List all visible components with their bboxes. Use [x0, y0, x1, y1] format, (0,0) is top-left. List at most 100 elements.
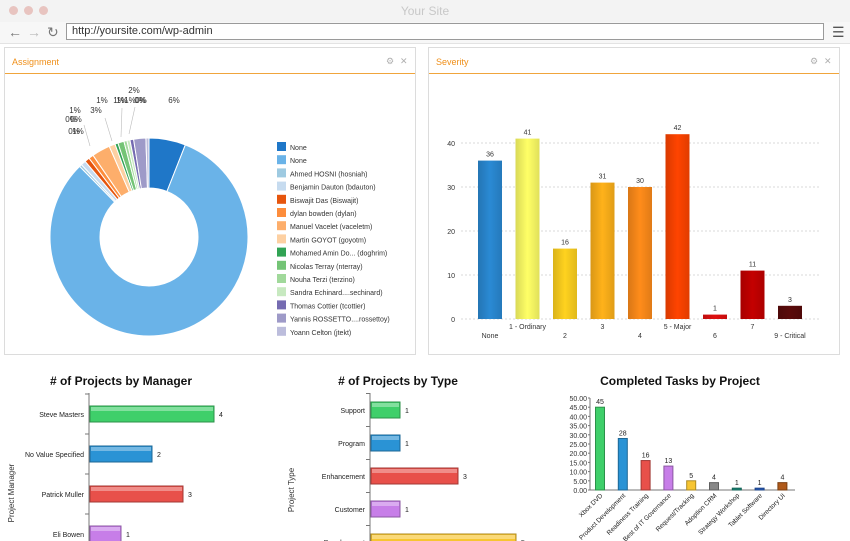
bar-value-label: 4	[219, 412, 223, 419]
minimize-window-button[interactable]	[24, 6, 33, 15]
close-icon[interactable]: ✕	[824, 56, 832, 66]
y-tick-label: 50.00	[569, 396, 587, 403]
y-tick-label: 30	[447, 185, 455, 192]
maximize-window-button[interactable]	[39, 6, 48, 15]
task-bar[interactable]	[754, 487, 765, 491]
arrow-right-icon[interactable]: →	[27, 24, 41, 40]
x-tick-label: Strategy Workshop	[697, 492, 741, 536]
task-bar[interactable]	[663, 465, 674, 491]
x-tick-label: 5 - Major	[664, 324, 692, 331]
bar-value-label: 1	[758, 480, 762, 487]
hbar-highlight	[372, 502, 399, 506]
x-tick-label: 3	[601, 324, 605, 331]
task-bar[interactable]	[595, 406, 605, 491]
legend-swatch	[277, 194, 286, 204]
legend-swatch	[277, 168, 286, 178]
bar-value-label: 31	[599, 174, 607, 181]
gear-icon[interactable]: ⚙	[386, 56, 395, 66]
bar-value-label: 11	[749, 262, 756, 269]
legend-label[interactable]: Manuel Vacelet (vaceletm)	[290, 224, 372, 231]
arrow-left-icon[interactable]: ←	[8, 24, 22, 40]
legend-swatch	[277, 221, 286, 231]
legend-label[interactable]: Nicolas Terray (nterray)	[290, 264, 363, 271]
severity-bar[interactable]	[778, 305, 802, 319]
hbar[interactable]	[370, 401, 401, 419]
hbar[interactable]	[89, 405, 215, 423]
legend-label[interactable]: Martin GOYOT (goyotm)	[290, 237, 366, 244]
severity-bar[interactable]	[553, 248, 577, 319]
bar-value-label: 45	[596, 399, 604, 406]
close-icon[interactable]: ✕	[400, 56, 408, 66]
task-bar[interactable]	[686, 480, 697, 491]
window-title: Your Site	[400, 4, 450, 18]
hbar[interactable]	[370, 467, 459, 485]
y-axis-label: Project Manager	[7, 463, 16, 522]
category-label: Customer	[335, 507, 366, 514]
legend-label[interactable]: Sandra Echinard....sechinard)	[290, 290, 383, 297]
x-tick-label: 6	[713, 333, 717, 340]
y-tick-label: 40.00	[569, 414, 587, 421]
hbar[interactable]	[370, 500, 401, 518]
y-tick-label: 10.00	[569, 470, 587, 477]
legend-swatch	[277, 260, 286, 270]
bar-value-label: 13	[665, 458, 673, 465]
hbar[interactable]	[89, 485, 184, 503]
legend-swatch	[277, 208, 286, 217]
legend-label[interactable]: None	[290, 158, 307, 165]
hbar-highlight	[91, 407, 213, 411]
x-tick-label: Readiness Training	[606, 492, 651, 537]
severity-bar[interactable]	[515, 138, 540, 319]
hamburger-icon[interactable]: ☰	[832, 24, 845, 40]
hbar-highlight	[372, 436, 399, 440]
severity-bar[interactable]	[740, 270, 765, 319]
bar-value-label: 4	[780, 475, 784, 482]
legend-label[interactable]: Ahmed HOSNI (hosniah)	[290, 171, 367, 178]
legend-label[interactable]: Nouha Terzi (terzino)	[290, 277, 355, 284]
hbar-highlight	[372, 469, 457, 473]
legend-label[interactable]: Yoann Celton (jtekt)	[290, 330, 351, 337]
legend-label[interactable]: dylan bowden (dylan)	[290, 211, 357, 218]
hbar[interactable]	[89, 525, 122, 541]
bar-value-label: 1	[405, 507, 409, 514]
slice-percent-label: 1%	[116, 96, 128, 105]
slice-percent-label: 1%	[124, 96, 136, 105]
bar-value-label: 36	[486, 152, 494, 159]
task-bar[interactable]	[640, 460, 651, 491]
x-tick-label: 7	[751, 324, 755, 331]
gear-icon[interactable]: ⚙	[810, 56, 819, 66]
category-label: Eli Bowen	[53, 532, 84, 539]
y-tick-label: 45.00	[569, 405, 587, 412]
hbar[interactable]	[370, 533, 517, 541]
task-bar[interactable]	[617, 437, 628, 491]
legend-label[interactable]: None	[290, 145, 307, 152]
severity-bar[interactable]	[703, 314, 727, 319]
task-bar[interactable]	[731, 487, 742, 491]
y-tick-label: 10	[447, 273, 455, 280]
hbar-highlight	[91, 447, 151, 451]
task-bar[interactable]	[777, 482, 788, 491]
severity-panel-title: Severity	[436, 57, 469, 67]
legend-label[interactable]: Benjamin Dauton (bdauton)	[290, 185, 376, 192]
bar-value-label: 28	[619, 430, 627, 437]
legend-label[interactable]: Yannis ROSSETTO....rossettoy)	[290, 317, 390, 324]
y-tick-label: 25.00	[569, 442, 587, 449]
reload-icon[interactable]: ↻	[47, 24, 59, 40]
legend-label[interactable]: Thomas Cottier (tcottier)	[290, 303, 365, 310]
donut-slice[interactable]	[145, 137, 150, 189]
hbar[interactable]	[89, 445, 153, 463]
legend-swatch	[277, 287, 286, 297]
task-bar[interactable]	[709, 482, 719, 491]
url-input[interactable]: http://yoursite.com/wp-admin	[66, 23, 824, 40]
severity-bar[interactable]	[665, 134, 690, 319]
bar-value-label: 1	[126, 532, 130, 539]
close-window-button[interactable]	[9, 6, 18, 15]
slice-percent-label: 6%	[168, 96, 180, 105]
donut-slice[interactable]	[49, 144, 249, 337]
severity-bar[interactable]	[628, 187, 652, 319]
legend-swatch	[277, 274, 286, 283]
legend-label[interactable]: Biswajit Das (Biswajit)	[290, 198, 358, 205]
severity-bar[interactable]	[478, 160, 502, 319]
severity-bar[interactable]	[590, 182, 615, 319]
hbar[interactable]	[370, 434, 401, 452]
legend-label[interactable]: Mohamed Amin Do... (doghrim)	[290, 251, 387, 258]
